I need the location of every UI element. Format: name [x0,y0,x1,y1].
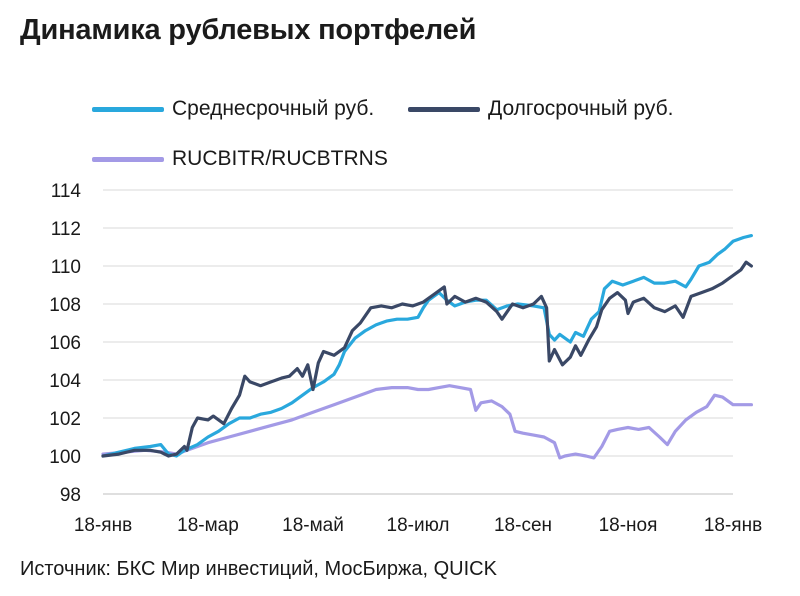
legend-item-medium-term: Среднесрочный руб. [92,96,374,122]
y-tick-label-100: 100 [49,447,81,468]
series-line-medium-term [101,234,753,458]
chart-title: Динамика рублевых портфелей [20,14,477,46]
series-line-long-term [101,260,753,458]
legend-label-rucbitr: RUCBITR/RUCBTRNS [172,147,388,170]
x-tick-label-0: 18-янв [74,515,132,536]
x-tick-label-5: 18-ноя [599,515,658,536]
legend-item-long-term: Долгосрочный руб. [408,96,673,122]
x-tick-label-3: 18-июл [387,515,450,536]
y-tick-label-114: 114 [51,181,82,202]
y-tick-label-108: 108 [49,295,81,316]
y-tick-label-112: 112 [51,219,81,240]
source-note: Источник: БКС Мир инвестиций, МосБиржа, … [20,558,497,580]
legend-label-long-term: Долгосрочный руб. [488,97,674,120]
x-tick-label-2: 18-май [282,515,344,536]
series-line-rucbitr [101,384,753,460]
legend-swatch-rucbitr [92,156,164,162]
legend-swatch-medium-term [92,106,164,112]
y-tick-label-106: 106 [49,333,81,354]
x-tick-label-1: 18-мар [177,515,239,536]
legend-item-rucbitr: RUCBITR/RUCBTRNS [92,146,388,172]
x-tick-label-6: 18-янв [704,515,762,536]
legend-label-medium-term: Среднесрочный руб. [172,97,375,120]
y-tick-label-98: 98 [60,485,81,506]
y-tick-label-110: 110 [51,257,81,278]
x-tick-label-4: 18-сен [494,515,552,536]
y-tick-label-104: 104 [49,371,81,392]
y-tick-label-102: 102 [49,409,81,430]
legend-swatch-long-term [408,106,480,112]
